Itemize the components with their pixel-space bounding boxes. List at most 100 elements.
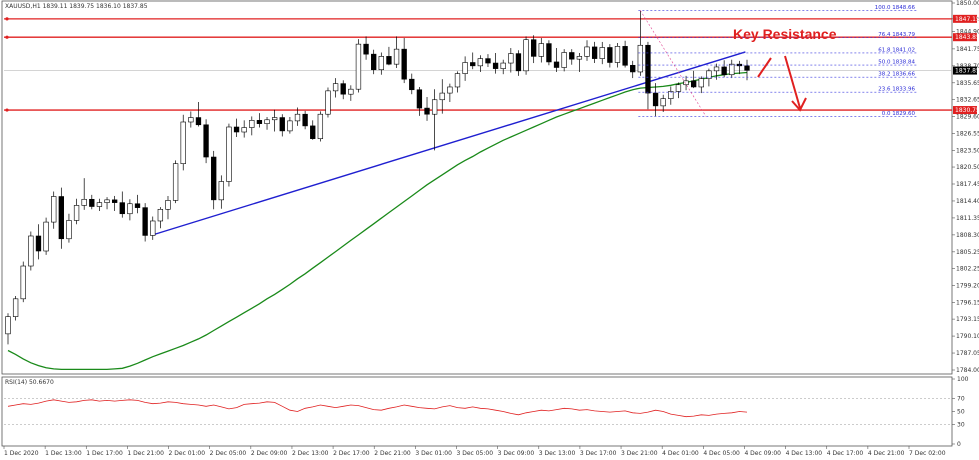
fib-level-label: 38.2 1836.66 bbox=[878, 72, 915, 78]
price-tag bbox=[953, 66, 977, 75]
bull-candle bbox=[241, 127, 247, 133]
bear-candle bbox=[531, 39, 537, 57]
y-tick-label: 1850.00 bbox=[956, 0, 979, 7]
bull-candle bbox=[393, 48, 400, 65]
bull-candle bbox=[561, 52, 567, 68]
fib-level-label: 61.8 1841.02 bbox=[878, 47, 915, 53]
bear-candle bbox=[310, 125, 316, 139]
rsi-tick-label: 100 bbox=[957, 376, 969, 383]
bull-candle bbox=[104, 199, 110, 203]
x-tick-label: 4 Dec 13:00 bbox=[786, 450, 823, 457]
bull-candle bbox=[127, 203, 133, 215]
bear-candle bbox=[401, 48, 407, 80]
y-tick-label: 1829.60 bbox=[956, 113, 979, 120]
bull-candle bbox=[249, 120, 255, 128]
bear-candle bbox=[691, 80, 697, 88]
bull-candle bbox=[508, 53, 514, 64]
bull-candle bbox=[172, 163, 179, 201]
bear-candle bbox=[211, 156, 217, 201]
price-tag-label: 1830.75 bbox=[955, 107, 979, 114]
x-tick-label: 1 Dec 21:00 bbox=[127, 450, 164, 457]
bear-candle bbox=[363, 43, 369, 55]
price-tag bbox=[953, 106, 977, 115]
bull-candle bbox=[431, 99, 438, 115]
y-tick-label: 1796.15 bbox=[956, 299, 979, 306]
bear-candle bbox=[721, 66, 727, 76]
arrow-down-head bbox=[791, 97, 807, 112]
rsi-tick-label: 0 bbox=[957, 441, 961, 448]
bear-candle bbox=[119, 202, 125, 215]
bull-candle bbox=[20, 265, 26, 300]
bear-candle bbox=[569, 52, 575, 60]
bull-candle bbox=[462, 62, 468, 74]
y-tick-label: 1793.15 bbox=[956, 316, 979, 323]
x-tick-label: 1 Dec 13:00 bbox=[45, 450, 82, 457]
bull-candle bbox=[348, 88, 354, 95]
rsi-tick-label: 70 bbox=[957, 396, 965, 403]
y-tick-label: 1817.45 bbox=[956, 181, 979, 188]
rsi-label: RSI(14) 50.6670 bbox=[5, 379, 54, 386]
bull-candle bbox=[157, 208, 164, 222]
fib-diagonal bbox=[640, 10, 707, 117]
support-line-anchor bbox=[5, 108, 9, 112]
x-tick-label: 1 Dec 17:00 bbox=[86, 450, 123, 457]
bear-candle bbox=[340, 83, 346, 95]
bear-candle bbox=[622, 46, 628, 66]
y-tick-label: 1799.20 bbox=[956, 282, 979, 289]
x-tick-label: 3 Dec 09:00 bbox=[498, 450, 535, 457]
key-resistance-label: Key Resistance bbox=[733, 26, 837, 42]
bull-candle bbox=[447, 86, 453, 94]
resistance-line-anchor bbox=[5, 17, 9, 21]
bull-candle bbox=[325, 90, 331, 115]
x-tick-label: 2 Dec 21:00 bbox=[374, 450, 411, 457]
bear-candle bbox=[485, 58, 491, 64]
time-axis: 1 Dec 2020 1 Dec 13:00 1 Dec 17:00 1 Dec 21… bbox=[3, 446, 946, 457]
bull-candle bbox=[43, 221, 49, 252]
bear-candle bbox=[58, 196, 64, 240]
bear-candle bbox=[302, 113, 308, 127]
bull-candle bbox=[12, 298, 19, 317]
bull-candle bbox=[66, 220, 72, 240]
bear-candle bbox=[546, 43, 552, 63]
bull-candle bbox=[523, 39, 529, 72]
bull-candle bbox=[378, 56, 384, 71]
x-tick-label: 4 Dec 17:00 bbox=[827, 450, 864, 457]
bull-candle bbox=[271, 117, 278, 121]
bull-candle bbox=[218, 181, 224, 201]
x-tick-label: 2 Dec 17:00 bbox=[333, 450, 370, 457]
bear-candle bbox=[195, 117, 202, 126]
y-tick-label: 1790.10 bbox=[956, 333, 979, 340]
bull-candle bbox=[165, 200, 171, 210]
main-panel-frame bbox=[1, 0, 953, 375]
x-tick-label: 3 Dec 05:00 bbox=[457, 450, 494, 457]
x-tick-label: 3 Dec 01:00 bbox=[415, 450, 452, 457]
x-tick-label: 3 Dec 13:00 bbox=[539, 450, 576, 457]
bull-candle bbox=[675, 84, 682, 92]
x-tick-label: 3 Dec 21:00 bbox=[621, 450, 658, 457]
candles bbox=[5, 10, 750, 345]
bull-candle bbox=[683, 80, 689, 86]
trend-line bbox=[152, 51, 746, 236]
bull-candle bbox=[576, 56, 583, 60]
rsi-tick-label: 30 bbox=[957, 422, 965, 429]
x-tick-label: 3 Dec 17:00 bbox=[580, 450, 617, 457]
bull-candle bbox=[660, 98, 666, 107]
rsi-line bbox=[7, 399, 748, 418]
bear-candle bbox=[35, 235, 42, 252]
y-tick-label: 1805.25 bbox=[956, 249, 979, 256]
bull-candle bbox=[713, 66, 720, 72]
bull-candle bbox=[599, 47, 605, 59]
bull-candle bbox=[73, 205, 80, 221]
price-tag-label: 1837.85 bbox=[955, 68, 979, 75]
bull-candle bbox=[729, 63, 735, 76]
bull-candle bbox=[264, 119, 270, 124]
bull-candle bbox=[317, 113, 324, 139]
price-tag bbox=[953, 14, 977, 23]
y-tick-label: 1844.90 bbox=[956, 28, 979, 35]
y-tick-label: 1784.00 bbox=[956, 367, 979, 374]
bull-candle bbox=[614, 46, 621, 63]
y-tick-label: 1811.35 bbox=[956, 215, 979, 222]
x-tick-label: 4 Dec 09:00 bbox=[744, 450, 781, 457]
y-tick-label: 1835.65 bbox=[956, 80, 979, 87]
